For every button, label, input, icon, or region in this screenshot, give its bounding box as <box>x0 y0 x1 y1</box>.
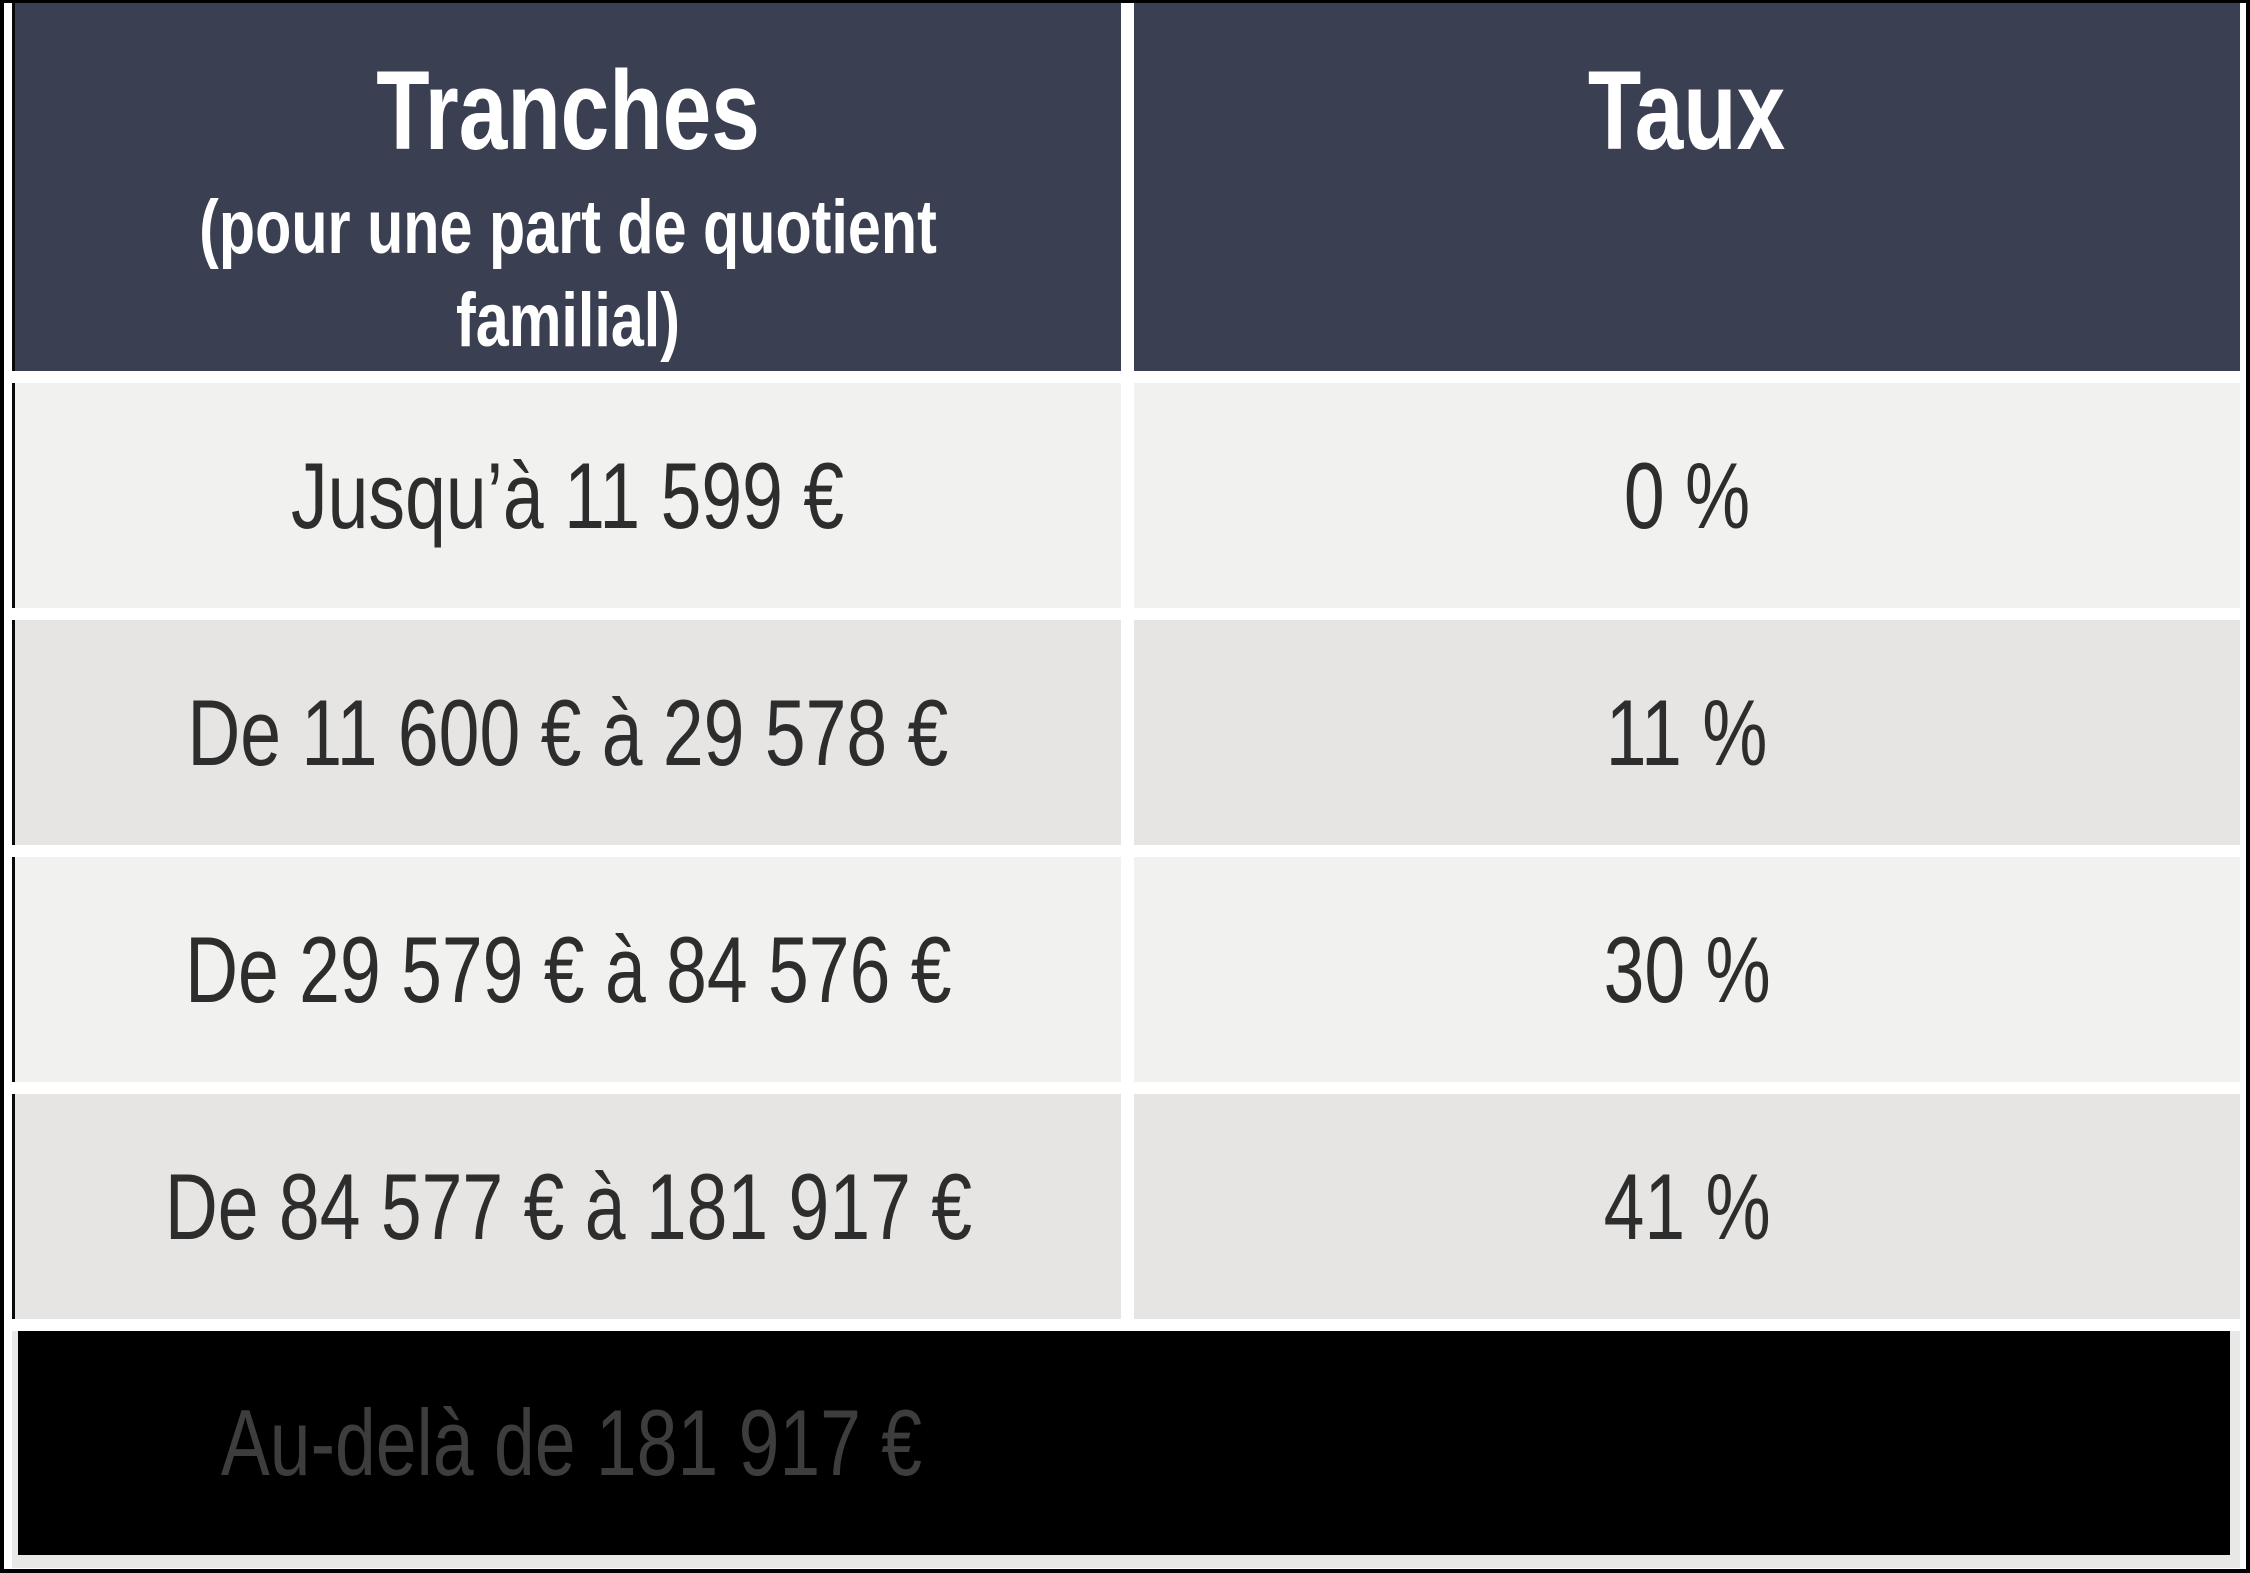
column-divider <box>1121 3 1134 371</box>
tranche-cell: De 11 600 € à 29 578 € <box>15 620 1121 845</box>
column-divider <box>1121 383 1134 608</box>
redacted-row: Au-delà de 181 917 € <box>12 1331 2240 1568</box>
row-divider <box>12 845 2240 857</box>
taux-text: 0 % <box>1623 442 1751 548</box>
taux-cell: 11 % <box>1134 620 2240 845</box>
column-divider <box>1121 857 1134 1082</box>
header-cell-taux: Taux <box>1134 3 2240 371</box>
redaction-overlay: Au-delà de 181 917 € <box>18 1331 2230 1555</box>
tranche-text: De 84 577 € à 181 917 € <box>164 1153 972 1259</box>
tranche-text: Jusqu’à 11 599 € <box>291 442 845 548</box>
redacted-tranche-cell: Au-delà de 181 917 € <box>18 1331 1124 1555</box>
table-header-row: Tranches (pour une part de quotient fami… <box>12 3 2240 371</box>
taux-cell: 0 % <box>1134 383 2240 608</box>
table-row: Jusqu’à 11 599 € 0 % <box>12 383 2240 608</box>
column-divider <box>1121 620 1134 845</box>
taux-text: 11 % <box>1606 679 1768 785</box>
tranche-cell: Jusqu’à 11 599 € <box>15 383 1121 608</box>
table-row: De 11 600 € à 29 578 € 11 % <box>12 620 2240 845</box>
tranche-text: De 29 579 € à 84 576 € <box>184 916 952 1022</box>
tranche-text: De 11 600 € à 29 578 € <box>187 679 949 785</box>
header-subtitle-tranches: (pour une part de quotient familial) <box>199 184 937 363</box>
header-title-tranches: Tranches <box>376 48 760 173</box>
table-row: De 29 579 € à 84 576 € 30 % <box>12 857 2240 1082</box>
taux-text: 41 % <box>1603 1153 1771 1259</box>
tranche-cell: De 29 579 € à 84 576 € <box>15 857 1121 1082</box>
row-divider <box>12 371 2240 383</box>
taux-cell: 30 % <box>1134 857 2240 1082</box>
header-title-taux: Taux <box>1588 48 1786 173</box>
header-cell-tranches: Tranches (pour une part de quotient fami… <box>15 3 1121 371</box>
column-divider <box>1121 1094 1134 1319</box>
tranche-cell: De 84 577 € à 181 917 € <box>15 1094 1121 1319</box>
table-row: De 84 577 € à 181 917 € 41 % <box>12 1094 2240 1319</box>
taux-cell: 41 % <box>1134 1094 2240 1319</box>
taux-text: 30 % <box>1603 916 1771 1022</box>
row-divider <box>12 608 2240 620</box>
row-divider <box>12 1319 2240 1331</box>
row-divider <box>12 1082 2240 1094</box>
redacted-tranche-text: Au-delà de 181 917 € <box>220 1390 922 1495</box>
